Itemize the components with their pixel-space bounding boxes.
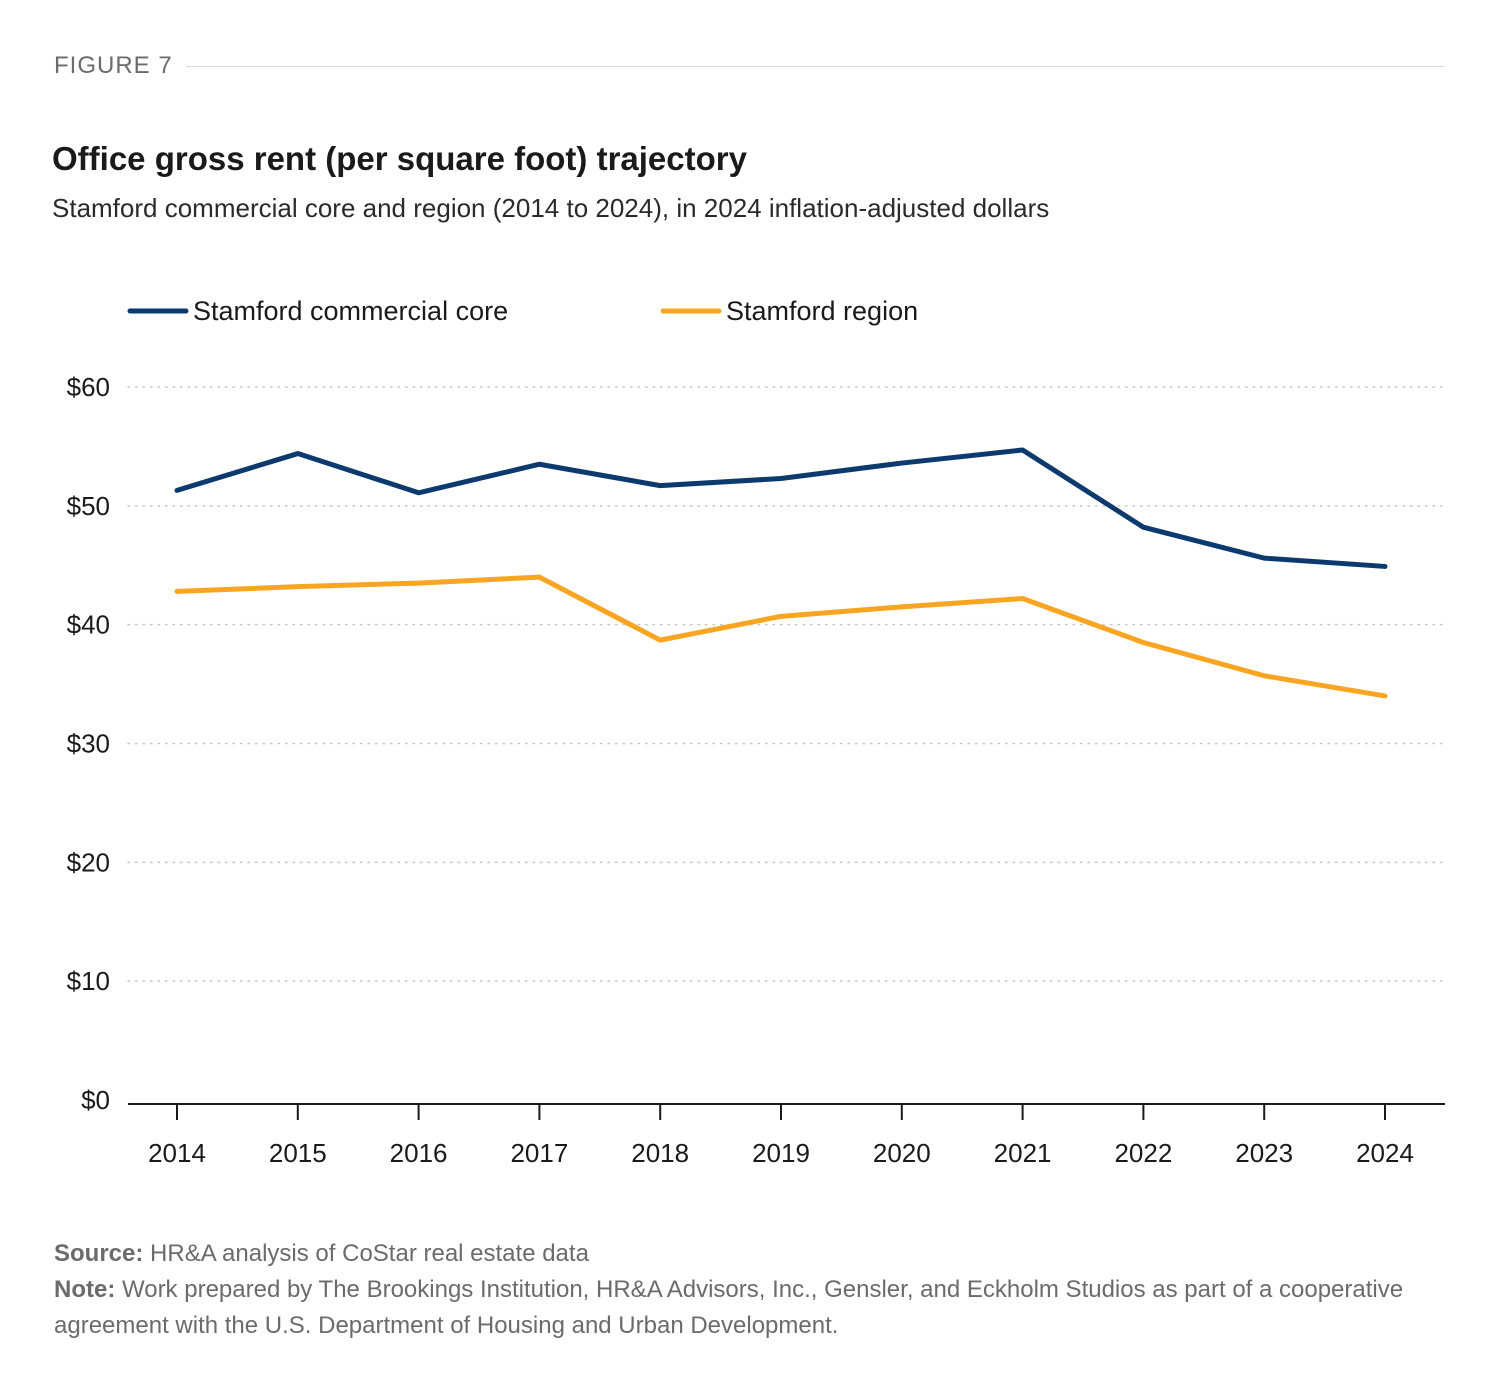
figure-label: FIGURE 7 (54, 52, 173, 79)
legend: Stamford commercial core Stamford region (127, 296, 918, 326)
figure-divider (186, 66, 1445, 67)
source-label: Source: (54, 1240, 144, 1267)
x-tick-label: 2022 (1114, 1138, 1172, 1168)
line-chart: Stamford commercial core Stamford region … (67, 296, 1446, 1168)
chart-title: Office gross rent (per square foot) traj… (52, 140, 747, 177)
x-tick-label: 2019 (752, 1138, 810, 1168)
gridlines (127, 386, 1446, 982)
y-tick-label: $40 (67, 610, 110, 640)
x-tick-label: 2023 (1235, 1138, 1293, 1168)
x-tick-label: 2017 (510, 1138, 568, 1168)
y-tick-label: $30 (67, 729, 110, 759)
x-tick-label: 2018 (631, 1138, 689, 1168)
x-tick-label: 2016 (390, 1138, 448, 1168)
x-tick-label: 2020 (873, 1138, 931, 1168)
source-line: Source: HR&A analysis of CoStar real est… (54, 1236, 1454, 1272)
note-text: Work prepared by The Brookings Instituti… (54, 1276, 1404, 1339)
x-tick-label: 2014 (148, 1138, 206, 1168)
legend-label: Stamford region (726, 296, 918, 326)
chart-subtitle: Stamford commercial core and region (201… (52, 193, 1050, 223)
x-tick-label: 2021 (994, 1138, 1052, 1168)
y-axis: $0 $10 $20 $30 $40 $50 $60 (67, 372, 110, 1115)
x-tick-label: 2024 (1356, 1138, 1414, 1168)
legend-label: Stamford commercial core (193, 296, 508, 326)
y-tick-label: $10 (67, 966, 110, 996)
series-line (174, 574, 1388, 699)
y-tick-label: $0 (81, 1085, 110, 1115)
y-tick-label: $20 (67, 847, 110, 877)
series-line (174, 447, 1388, 569)
x-tick-label: 2015 (269, 1138, 327, 1168)
y-tick-label: $60 (67, 372, 110, 402)
source-text: HR&A analysis of CoStar real estate data (143, 1240, 589, 1267)
note-label: Note: (54, 1276, 116, 1303)
footer: Source: HR&A analysis of CoStar real est… (54, 1236, 1454, 1344)
note-line: Note: Work prepared by The Brookings Ins… (54, 1272, 1454, 1344)
x-axis: 2014 2015 2016 2017 2018 2019 2020 2021 2022 2023… (128, 1103, 1445, 1168)
y-tick-label: $50 (67, 491, 110, 521)
series-lines (174, 447, 1388, 699)
